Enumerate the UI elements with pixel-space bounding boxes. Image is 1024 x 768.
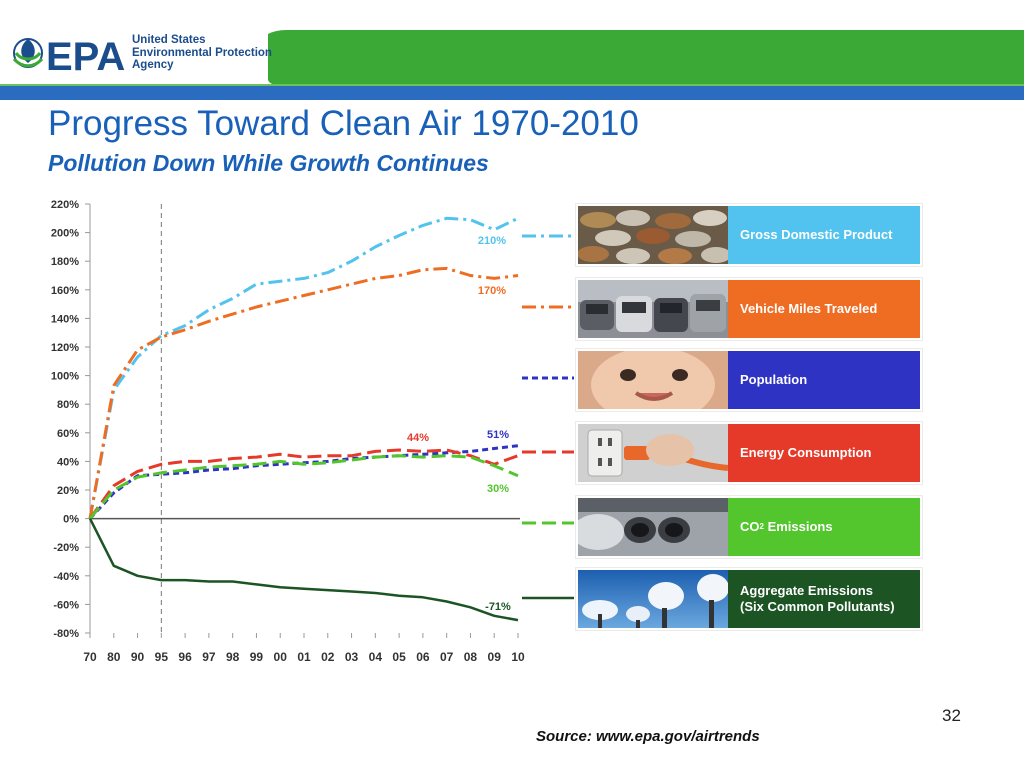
smokestacks-icon [578, 570, 728, 628]
x-tick-label: 10 [511, 650, 525, 664]
x-tick-label: 99 [250, 650, 264, 664]
legend-label-co2-subscript: 2 [759, 522, 764, 531]
series-line [88, 448, 519, 520]
banner-green-band [268, 30, 1024, 86]
source-citation: Source: www.epa.gov/airtrends [536, 728, 760, 745]
epa-logo: EPA [12, 35, 125, 79]
y-tick-label: 160% [51, 285, 79, 297]
y-tick-label: -20% [53, 542, 79, 554]
x-tick-label: 07 [440, 650, 454, 664]
y-tick-label: 120% [51, 342, 79, 354]
traffic-icon [578, 280, 728, 338]
legend-item-vmt: Vehicle Miles Traveled [576, 278, 922, 340]
power-plug-icon [578, 424, 728, 482]
legend-label-co2: CO 2 Emissions [740, 498, 918, 556]
legend-item-gdp: Gross Domestic Product [576, 204, 922, 266]
series-end-label: 51% [487, 429, 509, 441]
y-tick-label: -40% [53, 571, 79, 583]
y-tick-label: -60% [53, 599, 79, 611]
series-end-label: 30% [487, 483, 509, 495]
y-tick-label: 0% [63, 514, 79, 526]
y-tick-label: 60% [57, 428, 79, 440]
legend-label-population: Population [740, 372, 808, 387]
agency-name: United States Environmental Protection A… [132, 34, 292, 72]
x-tick-label: 96 [178, 650, 192, 664]
agency-line-3: Agency [132, 59, 174, 71]
x-tick-label: 98 [226, 650, 240, 664]
legend-label-energy: Energy Consumption [740, 445, 872, 460]
x-tick-label: 09 [488, 650, 502, 664]
legend-label-co2-main: CO [740, 519, 760, 534]
series-line [88, 454, 519, 520]
series-line [88, 266, 519, 519]
legend-item-co2: CO 2 Emissions [576, 496, 922, 558]
y-tick-label: 200% [51, 228, 79, 240]
baby-face-icon [578, 351, 728, 409]
legend-item-population: Population [576, 349, 922, 411]
legend-label-aggregate: Aggregate Emissions (Six Common Pollutan… [740, 570, 918, 628]
slide-title: Progress Toward Clean Air 1970-2010 [48, 104, 639, 143]
header-banner [0, 0, 1024, 100]
y-tick-label: 80% [57, 399, 79, 411]
clean-air-line-chart: 220%200%180%160%140%120%100%80%60%40%20%… [51, 199, 574, 664]
x-tick-label: 90 [131, 650, 145, 664]
series-line [88, 518, 519, 622]
exhaust-pipe-icon [578, 498, 728, 556]
legend-item-aggregate: Aggregate Emissions (Six Common Pollutan… [576, 568, 922, 630]
legend-label-aggregate-line2: (Six Common Pollutants) [740, 599, 895, 614]
slide-subtitle: Pollution Down While Growth Continues [48, 150, 489, 176]
legend-item-energy: Energy Consumption [576, 422, 922, 484]
epa-flower-icon [12, 38, 44, 68]
y-tick-label: 140% [51, 313, 79, 325]
legend-label-co2-suffix: Emissions [763, 519, 833, 534]
x-tick-label: 00 [274, 650, 288, 664]
x-tick-label: 80 [107, 650, 121, 664]
x-tick-label: 97 [202, 650, 216, 664]
x-tick-label: 03 [345, 650, 359, 664]
coins-icon [578, 206, 728, 264]
x-tick-label: 08 [464, 650, 478, 664]
y-tick-label: 20% [57, 485, 79, 497]
x-tick-label: 04 [369, 650, 383, 664]
y-tick-label: 180% [51, 256, 79, 268]
agency-line-2: Environmental Protection [132, 46, 272, 59]
series-end-label: 210% [478, 235, 506, 247]
y-tick-label: 100% [51, 371, 79, 383]
x-tick-label: 01 [297, 650, 311, 664]
legend-label-vmt: Vehicle Miles Traveled [740, 301, 878, 316]
y-tick-label: 40% [57, 456, 79, 468]
series-end-label: 170% [478, 285, 506, 297]
x-tick-label: 06 [416, 650, 430, 664]
series-end-label: 44% [407, 432, 429, 444]
series-end-label: -71% [485, 601, 511, 613]
x-tick-label: 05 [392, 650, 406, 664]
epa-wordmark: EPA [46, 35, 125, 79]
x-tick-label: 02 [321, 650, 335, 664]
legend-label-gdp: Gross Domestic Product [740, 227, 893, 242]
x-tick-label: 70 [83, 650, 97, 664]
page-number: 32 [942, 706, 961, 725]
series-line [88, 216, 519, 519]
banner-blue-band [0, 86, 1024, 100]
x-tick-label: 95 [155, 650, 169, 664]
legend-label-aggregate-line1: Aggregate Emissions [740, 583, 873, 598]
y-tick-label: 220% [51, 199, 79, 211]
agency-line-1: United States [132, 34, 206, 46]
y-tick-label: -80% [53, 628, 79, 640]
